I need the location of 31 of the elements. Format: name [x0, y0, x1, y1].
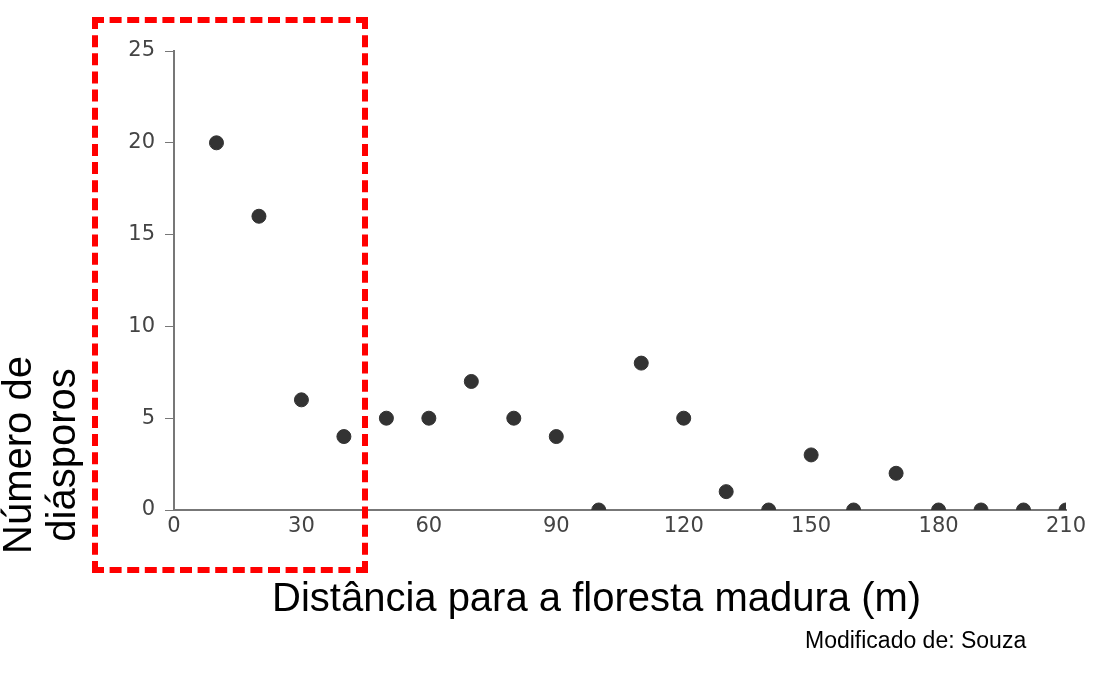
x-tick-label: 150 [791, 513, 832, 538]
y-tick-label: 15 [128, 221, 155, 246]
y-tick-label: 10 [128, 312, 155, 337]
point [506, 410, 522, 426]
x-tick-label: 180 [918, 513, 959, 538]
point [208, 135, 224, 151]
y-tick-label: 0 [141, 496, 155, 521]
point [293, 392, 309, 408]
point [463, 373, 479, 389]
y-tick-label: 5 [141, 404, 155, 429]
point [421, 410, 437, 426]
point [633, 355, 649, 371]
y-tick-label: 20 [128, 129, 155, 154]
point [251, 208, 267, 224]
text: Modificado de: Souza [805, 627, 1027, 654]
x-tick-label: 210 [1045, 513, 1087, 538]
x-tick-label: 0 [167, 513, 181, 538]
point [378, 410, 394, 426]
x-tick-label: 120 [663, 513, 704, 538]
point [803, 447, 819, 463]
point [676, 410, 692, 426]
point [718, 484, 734, 500]
point [336, 429, 352, 445]
x-tick-label: 60 [415, 513, 443, 538]
point [888, 465, 904, 481]
x-tick-label: 90 [542, 513, 570, 538]
point [548, 429, 564, 445]
y-tick-label: 25 [128, 37, 155, 62]
x-tick-label: 30 [288, 513, 315, 538]
y-axis-title: Número de diásporos [0, 355, 84, 556]
x-axis-title: Distância para a floresta madura (m) [272, 574, 923, 620]
